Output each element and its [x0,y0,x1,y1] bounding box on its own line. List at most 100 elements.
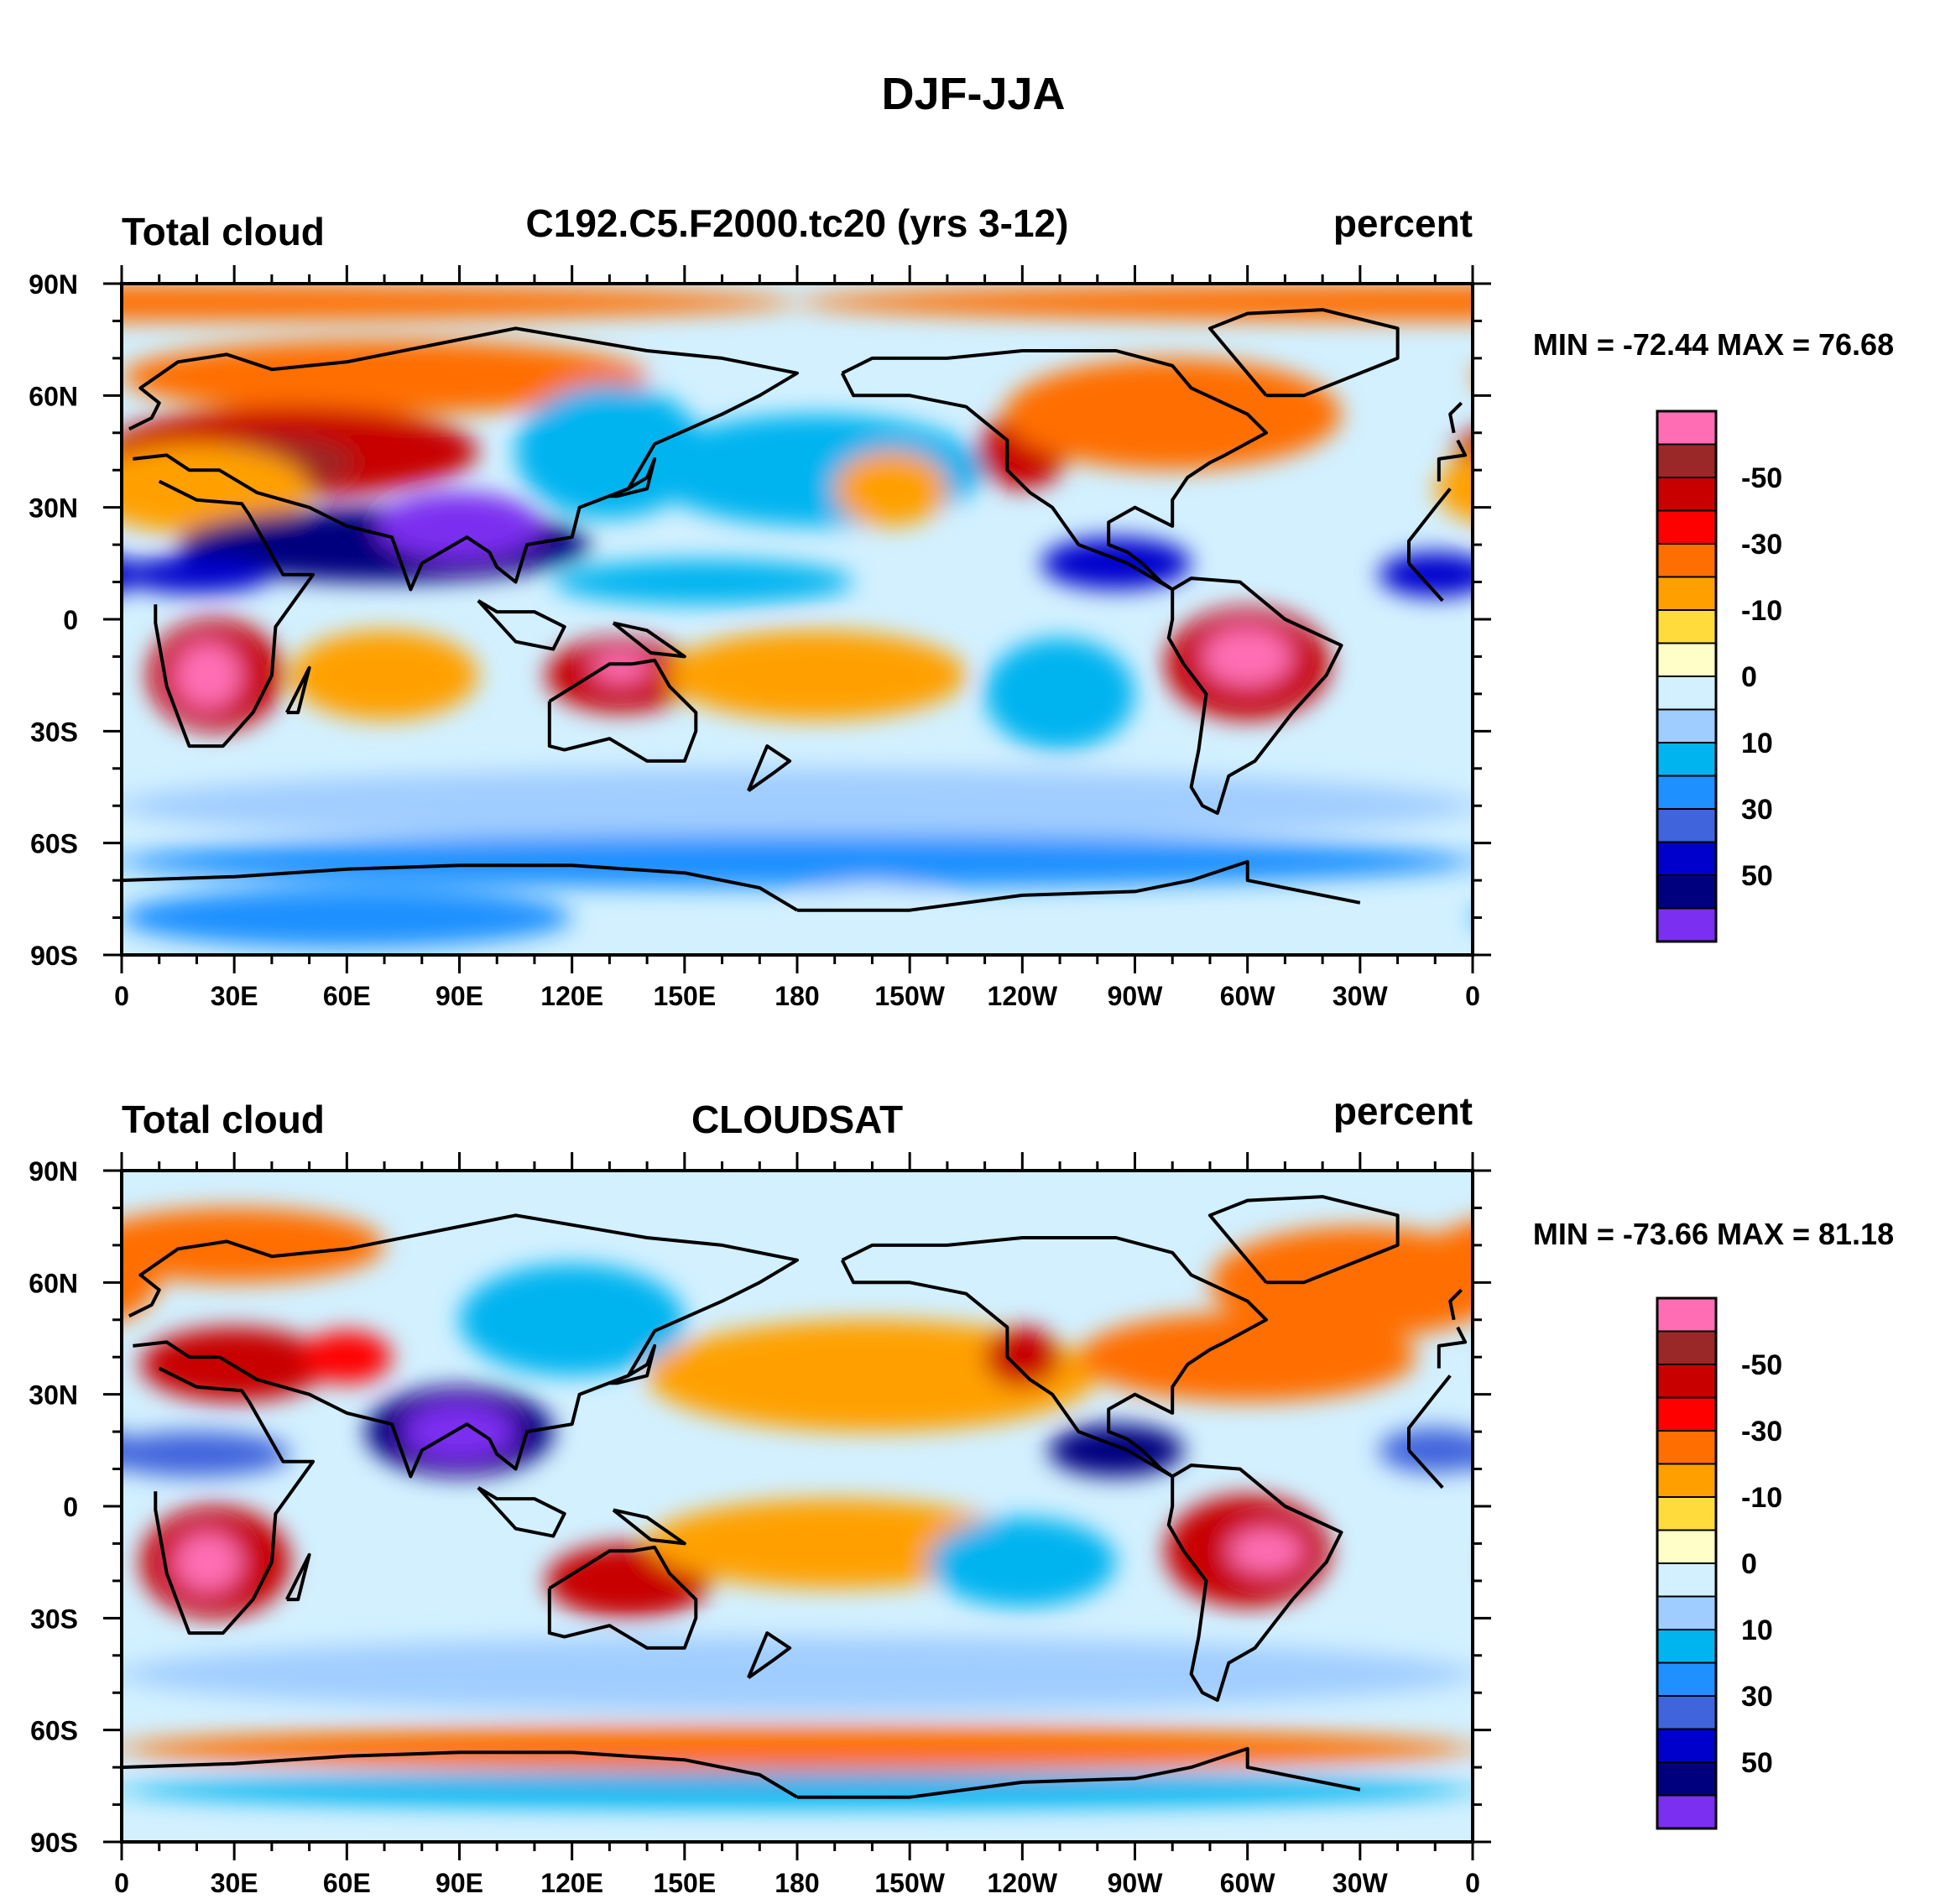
map-field [122,284,1473,955]
field-anomaly-region [1003,357,1342,471]
longitude-label: 120E [540,981,603,1011]
panel-left-label: Total cloud [122,210,325,253]
colorbar-label: 30 [1741,794,1773,826]
field-anomaly-region [122,888,572,948]
axis-ticks [103,265,1491,973]
coastline [747,1631,792,1680]
field-anomaly-region [122,835,1473,888]
colorbar-swatch [1656,1728,1717,1763]
field-anomaly-region [122,557,141,592]
colorbar-swatch [1656,1794,1717,1829]
colorbar-label: -30 [1741,1416,1782,1448]
colorbar-swatch [1656,1695,1717,1730]
colorbar-swatch [1656,1396,1717,1432]
colorbar-swatch [1656,1364,1717,1399]
field-anomaly-region [0,1637,122,1712]
colorbar-label: -50 [1741,1349,1782,1381]
colorbar-label: 0 [1741,661,1757,693]
field-anomaly-region [377,492,542,560]
field-anomaly-region [122,339,648,415]
colorbar-label: -30 [1741,529,1782,561]
field-anomaly-region [1453,1440,1473,1468]
colorbar-swatch [1656,1529,1717,1564]
longitude-label: 60W [1220,1868,1276,1898]
field-anomaly-region [591,653,651,683]
coastline [747,744,792,793]
field-anomaly-region [122,284,797,321]
field-anomaly-region [174,641,243,709]
colorbar-swatch [1656,1595,1717,1630]
field-anomaly-region [122,1771,1473,1808]
coastline [797,1746,1361,1799]
longitude-label: 0 [114,981,129,1011]
coastline [128,1213,799,1479]
coastline [1407,1375,1452,1451]
coastline [285,665,311,715]
colorbar-swatch [1656,1761,1717,1797]
latitude-label: 60S [30,829,78,859]
coastline [1437,1326,1468,1369]
coastline [608,1343,657,1385]
colorbar-label: 0 [1741,1548,1757,1580]
coastline [477,1486,566,1538]
longitude-label: 30E [211,981,258,1011]
field-anomaly-region [122,1245,159,1320]
coastline [154,1366,316,1635]
longitude-label: 150W [874,1868,945,1898]
coastline [1407,1448,1444,1489]
colorbar-swatch [1656,509,1717,545]
coastline [547,658,698,763]
colorbar-label: -50 [1741,462,1782,494]
latitude-label: 30S [30,1604,78,1634]
field-anomaly-region [1379,552,1473,597]
latitude-label: 60N [29,1268,78,1298]
min-max-label: MIN = -73.66 MAX = 81.18 [1533,1217,1894,1251]
latitude-label: 90N [29,1156,78,1187]
field-anomaly-region [553,559,854,605]
coastline [477,599,566,651]
field-anomaly-region [797,884,947,929]
figure-title: DJF-JJA [881,69,1065,119]
colorbar-swatch [1656,1330,1717,1365]
longitude-label: 180 [775,981,819,1011]
coastline [612,1508,686,1546]
field-anomaly-region [301,1331,393,1384]
latitude-labels: 90N 60N 30N 0 30S 60S 90S [29,1156,78,1858]
colorbar: 50 30 10 0 -10 -30 -50 [1656,1296,1782,1830]
colorbar-swatch [1656,443,1717,478]
colorbar-swatch [1656,1496,1717,1531]
field-anomaly-region [174,1532,243,1593]
panel-center-label: CLOUDSAT [691,1098,903,1141]
longitude-label: 60W [1220,981,1276,1011]
longitude-label: 150E [653,981,716,1011]
field-anomaly-region [290,630,478,721]
coastline [840,1236,1268,1479]
longitude-label: 120W [988,1868,1058,1898]
longitude-labels: 0 30E 60E 90E 120E 150E 180 150W 120W 90W 60W 30W 0 [114,981,1480,1011]
field-anomaly-region [122,1726,1473,1771]
colorbar-swatch [1656,543,1717,578]
longitude-label: 30W [1333,1868,1389,1898]
coastline [1448,1288,1463,1321]
coastlines [122,308,1468,912]
field-anomaly-region [122,768,1473,843]
colorbar-label: -10 [1741,1482,1782,1514]
colorbar-label: 10 [1741,728,1773,759]
field-anomaly-region [1491,1506,1641,1618]
colorbar-label: 10 [1741,1614,1773,1646]
longitude-label: 120W [988,981,1058,1011]
colorbar-swatch [1656,841,1717,876]
coastline [1448,401,1463,434]
latitude-label: 30S [30,717,78,747]
colorbar-swatch [1656,907,1717,942]
field-anomaly-region [122,444,310,534]
field-anomaly-region [122,1636,1473,1712]
longitude-label: 90W [1108,981,1164,1011]
longitude-label: 90E [436,981,483,1011]
field-anomaly-region [122,556,272,593]
longitude-labels: 0 30E 60E 90E 120E 150E 180 150W 120W 90W 60W 30W 0 [114,1868,1480,1898]
longitude-label: 0 [1465,1868,1480,1898]
field-anomaly-region [122,1432,291,1477]
latitude-label: 0 [63,605,78,635]
